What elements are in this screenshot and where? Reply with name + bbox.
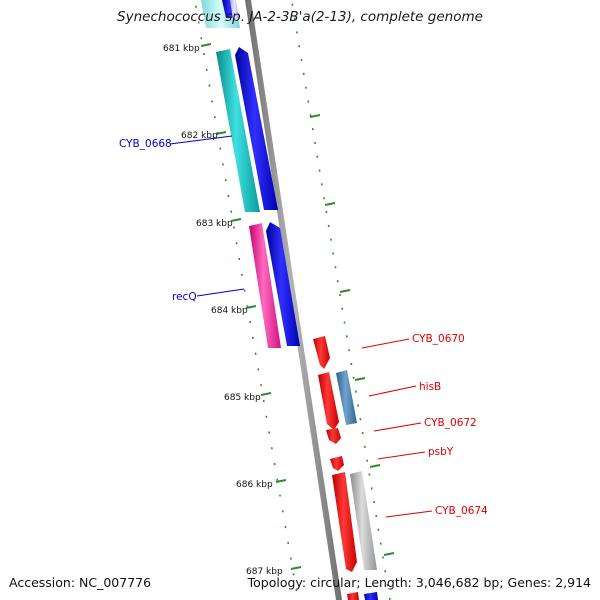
- kbp-label: 683 kbp: [196, 219, 233, 229]
- gene-label-psby[interactable]: psbY: [428, 446, 454, 458]
- gene-label-cyb-0674[interactable]: CYB_0674: [435, 505, 488, 517]
- genome-map[interactable]: 681 kbp 682 kbp 683 kbp 684 kbp 685 kbp …: [0, 0, 600, 600]
- gene-arrow[interactable]: [318, 372, 339, 430]
- major-tick: [325, 203, 335, 205]
- gene-label-cyb-0668[interactable]: CYB_0668: [119, 138, 172, 150]
- gene-label-cyb-0672[interactable]: CYB_0672: [424, 417, 477, 429]
- leader-line: [369, 386, 416, 396]
- major-tick: [370, 465, 380, 467]
- accession-text: Accession: NC_007776: [9, 575, 151, 590]
- leader-line: [197, 289, 244, 296]
- kbp-label: 681 kbp: [163, 44, 200, 54]
- gene-label-hisb[interactable]: hisB: [419, 381, 441, 393]
- kbp-label: 684 kbp: [211, 306, 248, 316]
- leader-line: [378, 452, 425, 459]
- major-tick: [291, 567, 301, 569]
- kbp-label: 686 kbp: [236, 480, 273, 490]
- gene-labels[interactable]: CYB_0668 recQ CYB_0670 hisB CYB_0672 psb…: [119, 138, 488, 517]
- leader-line: [374, 423, 421, 431]
- major-tick: [261, 393, 271, 395]
- major-tick: [310, 115, 320, 117]
- map-title: Synechococcus sp. JA-2-3B'a(2-13), compl…: [0, 9, 600, 25]
- genes-left[interactable]: [201, 0, 300, 348]
- gene-leaders: [170, 136, 432, 517]
- major-tick: [355, 378, 365, 380]
- gene-arrow[interactable]: [364, 592, 378, 600]
- backbone: [245, 0, 342, 600]
- gene-arrow[interactable]: [326, 428, 341, 444]
- gene-label-cyb-0670[interactable]: CYB_0670: [412, 333, 465, 345]
- gene-arrow[interactable]: [347, 592, 359, 600]
- major-tick: [340, 290, 350, 292]
- backbone-strand: [245, 0, 342, 600]
- genes-right[interactable]: [313, 336, 378, 600]
- major-tick: [384, 553, 394, 555]
- kbp-label: 682 kbp: [181, 131, 218, 141]
- genome-summary-text: Topology: circular; Length: 3,046,682 bp…: [248, 575, 591, 590]
- gene-arrow[interactable]: [313, 336, 330, 369]
- leader-line: [386, 511, 432, 517]
- leader-line: [362, 339, 409, 348]
- kbp-label: 685 kbp: [224, 393, 261, 403]
- gene-arrow[interactable]: [330, 456, 344, 471]
- major-tick: [201, 44, 211, 46]
- gene-label-recq[interactable]: recQ: [172, 291, 197, 303]
